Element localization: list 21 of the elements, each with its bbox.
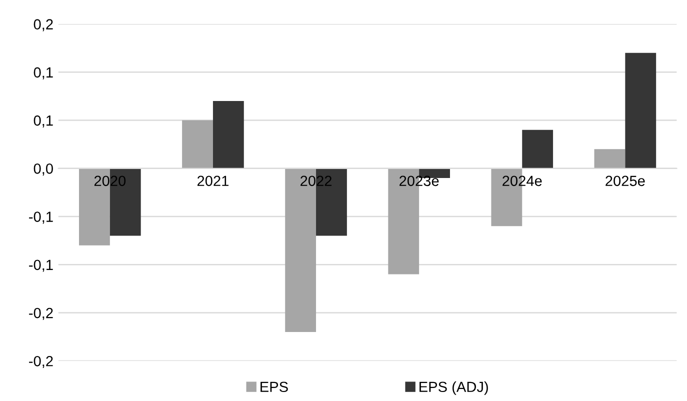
y-tick-label: 0,1 [34,115,53,128]
bar [182,120,213,168]
y-tick-label: -0,1 [29,212,53,224]
bar [212,101,244,168]
y-tick-label: 0,0 [34,164,53,176]
x-tick-label: 2022 [300,176,332,186]
legend-label: EPS [260,382,288,392]
bar [594,149,626,168]
y-tick-label: 0,2 [34,19,53,32]
bar [522,130,554,168]
x-tick-label: 2021 [197,176,228,186]
x-tick-label: 2024e [502,176,542,186]
x-tick-label: 2025e [606,176,645,186]
y-tick-label: -0,2 [29,356,53,368]
y-tick-label: -0,1 [29,260,53,272]
y-tick-label: 0,1 [34,67,53,80]
x-tick-label: 2023e [400,176,439,186]
bar [625,52,656,168]
legend-label: EPS (ADJ) [420,381,488,395]
y-tick-label: -0,2 [29,308,53,320]
x-tick-label: 2020 [94,176,126,186]
